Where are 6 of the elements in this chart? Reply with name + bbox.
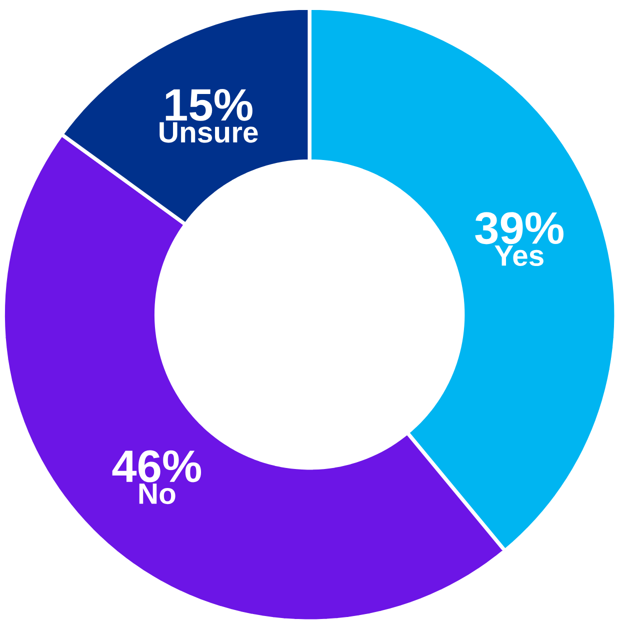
slice-label: Unsure <box>160 122 258 143</box>
data-label: 15% <box>166 88 252 121</box>
data-label: 39% <box>475 212 564 244</box>
slice-label: Yes <box>494 246 544 266</box>
data-label: 46% <box>112 450 202 482</box>
slice-label: No <box>139 484 176 504</box>
